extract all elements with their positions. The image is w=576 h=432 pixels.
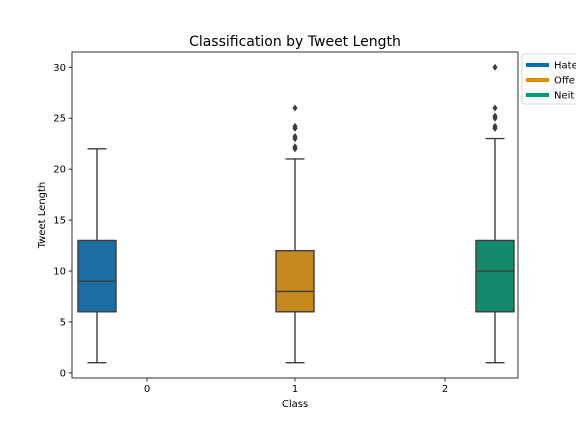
legend-label: Hate: [554, 61, 576, 72]
outlier-point: [492, 104, 498, 112]
outlier-point: [492, 112, 498, 120]
box-iqr: [275, 249, 315, 313]
plot-area: [77, 63, 515, 364]
y-tick-label: 30: [53, 63, 66, 74]
outlier-point: [492, 63, 498, 71]
y-axis-label: Tweet Length: [37, 182, 48, 250]
box-2: [475, 63, 515, 364]
box-iqr: [475, 239, 515, 313]
x-tick-label: 0: [144, 384, 150, 395]
outlier-point: [492, 122, 498, 130]
x-axis-label: Class: [282, 399, 308, 410]
legend-label: Offe: [554, 76, 575, 87]
y-axis: 0 5 10 15 20 25 30: [53, 63, 72, 379]
box-1: [275, 104, 315, 364]
x-tick-label: 2: [442, 384, 448, 395]
box-iqr: [77, 239, 117, 313]
y-tick-label: 25: [53, 114, 66, 125]
chart-title: Classification by Tweet Length: [189, 34, 401, 50]
outlier-point: [292, 104, 298, 112]
y-tick-label: 15: [53, 216, 66, 227]
y-tick-label: 10: [53, 267, 66, 278]
y-tick-label: 5: [60, 317, 66, 328]
y-tick-label: 20: [53, 165, 66, 176]
outlier-point: [292, 143, 298, 151]
x-axis: 0 1 2: [144, 378, 448, 395]
legend-label: Neit: [554, 91, 574, 102]
box-0: [77, 148, 117, 364]
x-tick-label: 1: [292, 384, 298, 395]
y-tick-label: 0: [60, 368, 66, 379]
legend: Hate Offe Neit: [521, 53, 576, 105]
outlier-point: [292, 122, 298, 130]
outlier-point: [292, 133, 298, 141]
